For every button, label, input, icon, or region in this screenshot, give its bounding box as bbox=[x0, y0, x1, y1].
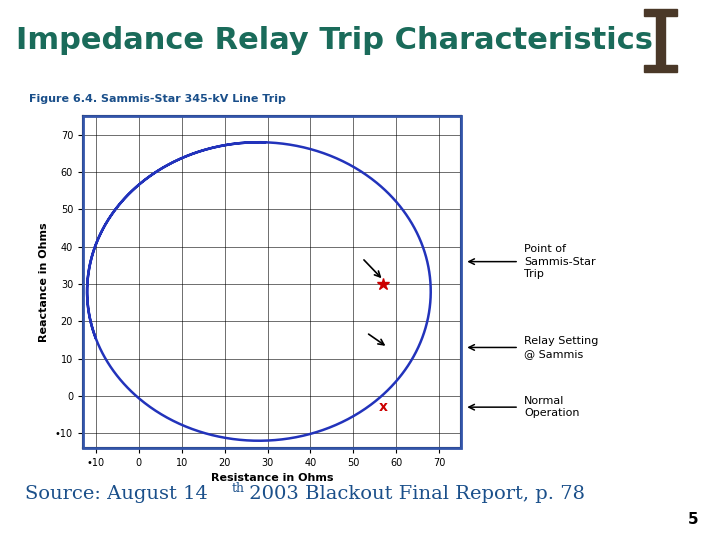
Text: Source: August 14: Source: August 14 bbox=[25, 485, 208, 503]
Text: x: x bbox=[379, 400, 388, 414]
Bar bbox=[656, 16, 665, 65]
Y-axis label: Reactance in Ohms: Reactance in Ohms bbox=[40, 222, 50, 342]
X-axis label: Resistance in Ohms: Resistance in Ohms bbox=[210, 474, 333, 483]
Text: 2003 Blackout Final Report, p. 78: 2003 Blackout Final Report, p. 78 bbox=[243, 485, 585, 503]
Bar bbox=[644, 65, 677, 72]
Text: 5: 5 bbox=[688, 511, 698, 526]
Text: th: th bbox=[231, 482, 244, 496]
Text: Relay Setting
@ Sammis: Relay Setting @ Sammis bbox=[524, 336, 598, 359]
Text: Normal
Operation: Normal Operation bbox=[524, 396, 580, 418]
Text: Impedance Relay Trip Characteristics: Impedance Relay Trip Characteristics bbox=[16, 26, 653, 55]
Text: Figure 6.4. Sammis-Star 345-kV Line Trip: Figure 6.4. Sammis-Star 345-kV Line Trip bbox=[29, 93, 286, 104]
Bar bbox=[644, 9, 677, 16]
Text: Point of
Sammis-Star
Trip: Point of Sammis-Star Trip bbox=[524, 244, 595, 279]
